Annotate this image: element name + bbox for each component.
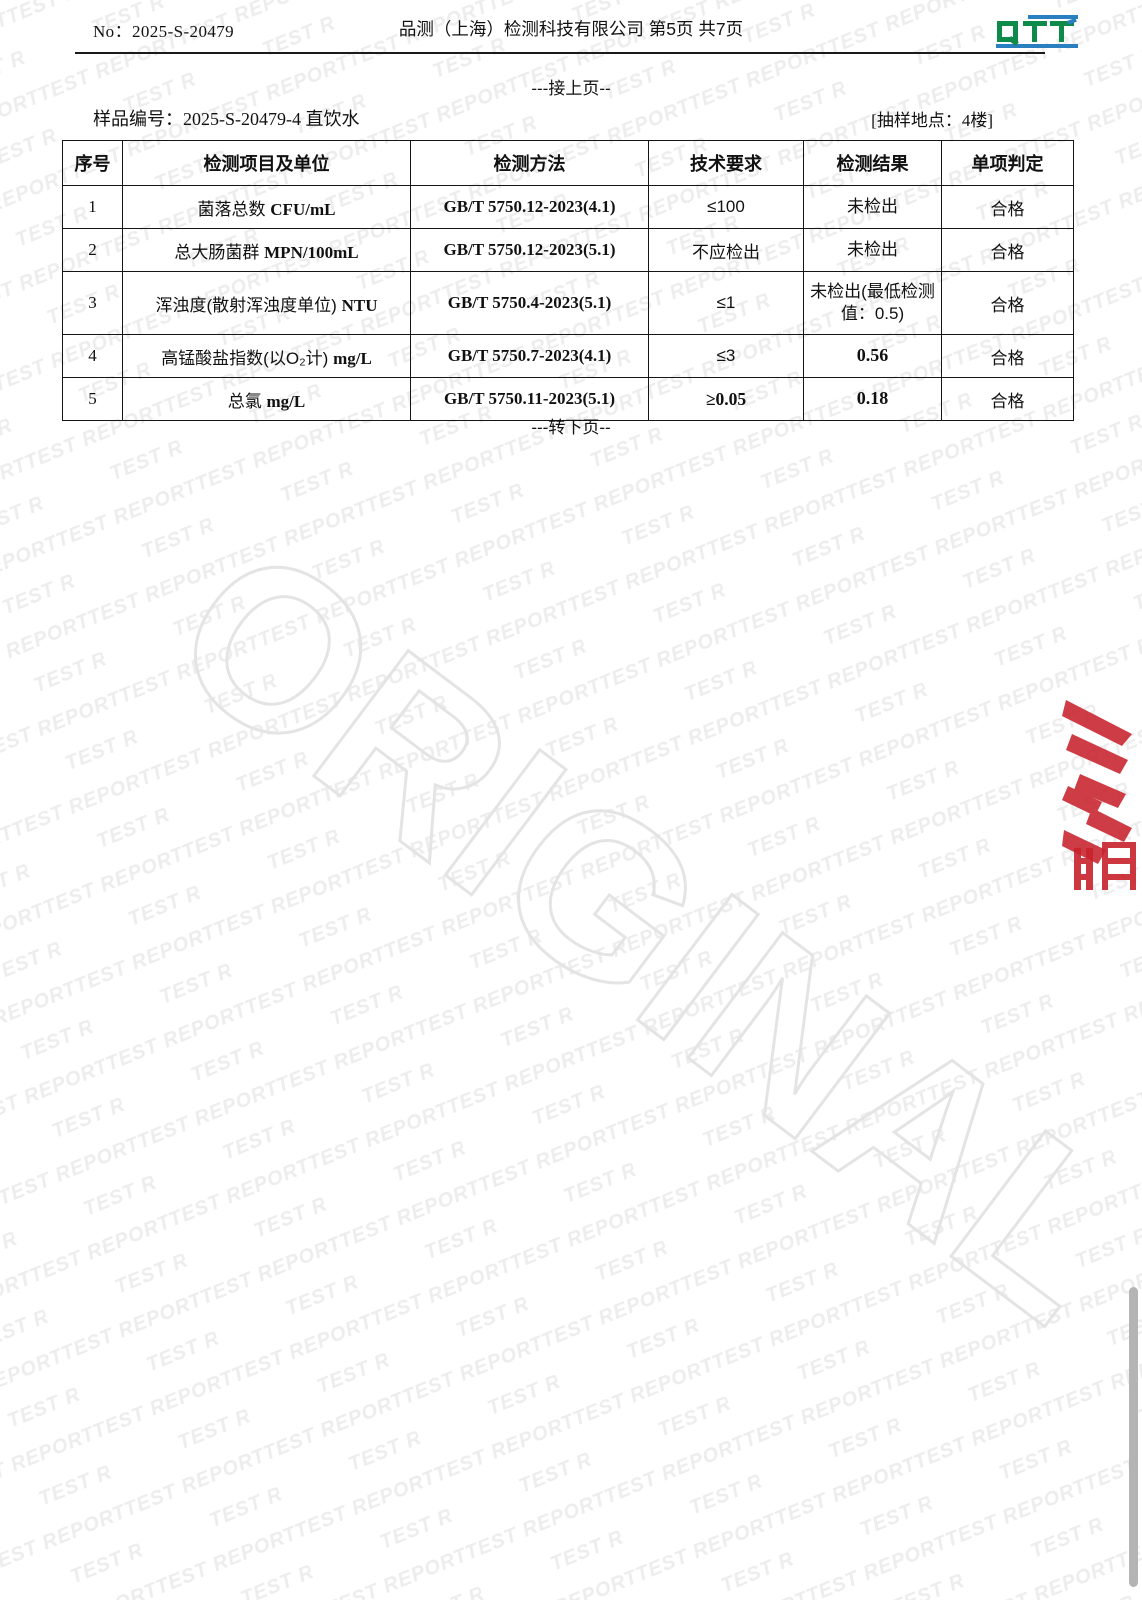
cell-result: 未检出(最低检测值：0.5) [803, 271, 942, 335]
table-row: 1 菌落总数 CFU/mL GB/T 5750.12-2023(4.1) ≤10… [62, 185, 1074, 229]
cell-method: GB/T 5750.4-2023(5.1) [410, 271, 649, 335]
qtt-logo-icon [994, 15, 1080, 49]
header-divider-rule [75, 52, 1045, 54]
cell-index: 4 [62, 334, 123, 378]
sample-number: 样品编号：2025-S-20479-4 直饮水 [93, 109, 360, 129]
cell-requirement: ≤1 [648, 271, 804, 335]
item-name: 总氯 [227, 391, 262, 411]
svg-text:ORIGINAL: ORIGINAL [131, 496, 1142, 1370]
cell-verdict: 合格 [941, 228, 1074, 272]
cell-index: 1 [62, 185, 123, 229]
cell-verdict: 合格 [941, 271, 1074, 335]
item-unit: mg/L [266, 391, 306, 411]
sampling-location: [抽样地点：4楼] [871, 111, 993, 130]
item-unit: NTU [341, 295, 378, 315]
item-name: 总大肠菌群 [174, 242, 260, 262]
cell-result: 未检出 [803, 185, 942, 229]
test-results-table-wrapper: 序号 检测项目及单位 检测方法 技术要求 检测结果 单项判定 1 菌落总数 CF… [62, 140, 1074, 421]
vertical-scrollbar-thumb[interactable] [1129, 1287, 1138, 1587]
page-header: No：2025-S-20479 品测（上海）检测科技有限公司 第5页 共7页 [0, 12, 1142, 49]
red-company-stamp [1062, 690, 1142, 890]
item-unit: mg/L [333, 348, 372, 368]
table-row: 2 总大肠菌群 MPN/100mL GB/T 5750.12-2023(5.1)… [62, 228, 1074, 272]
test-results-table: 序号 检测项目及单位 检测方法 技术要求 检测结果 单项判定 1 菌落总数 CF… [62, 140, 1074, 421]
item-name: 浑浊度(散射浑浊度单位) [155, 295, 337, 315]
table-row: 3 浑浊度(散射浑浊度单位) NTU GB/T 5750.4-2023(5.1)… [62, 271, 1074, 335]
sample-info-line: 样品编号：2025-S-20479-4 直饮水 [抽样地点：4楼] [93, 105, 1053, 131]
cell-result: 0.56 [803, 334, 942, 378]
table-row: 4 高锰酸盐指数(以O₂计) mg/L GB/T 5750.7-2023(4.1… [62, 334, 1074, 378]
item-name: 菌落总数 [197, 199, 266, 219]
cell-index: 3 [62, 271, 123, 335]
column-header-verdict: 单项判定 [941, 140, 1074, 186]
continued-from-previous-page: ---接上页-- [531, 79, 611, 98]
column-header-method: 检测方法 [410, 140, 649, 186]
cell-method: GB/T 5750.12-2023(5.1) [410, 228, 649, 272]
continued-on-next-page: ---转下页-- [531, 418, 611, 437]
cell-item: 浑浊度(散射浑浊度单位) NTU [122, 271, 411, 335]
cell-item: 菌落总数 CFU/mL [122, 185, 411, 229]
cell-requirement: ≤100 [648, 185, 804, 229]
cell-result: 未检出 [803, 228, 942, 272]
cell-item: 总大肠菌群 MPN/100mL [122, 228, 411, 272]
cell-requirement: ≤3 [648, 334, 804, 378]
cell-verdict: 合格 [941, 185, 1074, 229]
cell-requirement: 不应检出 [648, 228, 804, 272]
cell-index: 2 [62, 228, 123, 272]
table-header-row: 序号 检测项目及单位 检测方法 技术要求 检测结果 单项判定 [62, 140, 1074, 186]
column-header-item: 检测项目及单位 [122, 140, 411, 186]
item-unit: MPN/100mL [264, 242, 359, 262]
cell-verdict: 合格 [941, 334, 1074, 378]
column-header-requirement: 技术要求 [648, 140, 804, 186]
item-name: 高锰酸盐指数(以O₂计) [161, 348, 329, 368]
cell-item: 高锰酸盐指数(以O₂计) mg/L [122, 334, 411, 378]
cell-method: GB/T 5750.12-2023(4.1) [410, 185, 649, 229]
cell-method: GB/T 5750.7-2023(4.1) [410, 334, 649, 378]
column-header-index: 序号 [62, 140, 123, 186]
item-unit: CFU/mL [270, 199, 336, 219]
column-header-result: 检测结果 [803, 140, 942, 186]
company-and-page-info: 品测（上海）检测科技有限公司 第5页 共7页 [398, 19, 744, 39]
watermark-original-text: ORIGINAL [129, 430, 1142, 1372]
